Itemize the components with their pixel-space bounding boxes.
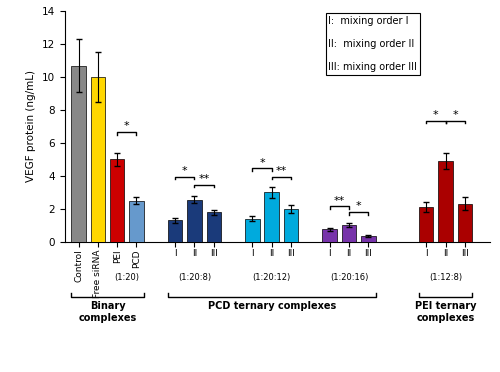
Text: (1:20): (1:20) [114, 273, 140, 282]
Y-axis label: VEGF protein (ng/mL): VEGF protein (ng/mL) [26, 70, 36, 183]
Bar [264, 192, 279, 242]
Bar [110, 160, 124, 242]
Bar [419, 207, 434, 242]
Text: *: * [433, 110, 438, 120]
Text: (1:20:12): (1:20:12) [252, 273, 291, 282]
Bar [245, 219, 260, 242]
Text: *: * [452, 110, 458, 120]
Text: (1:12:8): (1:12:8) [429, 273, 462, 282]
Bar [322, 230, 337, 242]
Bar [187, 200, 202, 242]
Text: *: * [124, 121, 130, 131]
Text: Binary
complexes: Binary complexes [78, 301, 136, 323]
Bar [206, 212, 221, 242]
Text: PCD ternary complexes: PCD ternary complexes [208, 301, 336, 311]
Bar [361, 236, 376, 242]
Text: **: ** [198, 174, 209, 184]
Text: *: * [182, 166, 188, 176]
Text: **: ** [276, 166, 287, 176]
Bar [90, 77, 105, 242]
Bar [342, 225, 356, 242]
Bar [72, 65, 86, 242]
Bar [284, 209, 298, 242]
Bar [458, 204, 472, 242]
Text: *: * [259, 158, 265, 168]
Bar [129, 201, 144, 242]
Bar [438, 161, 453, 242]
Text: (1:20:8): (1:20:8) [178, 273, 211, 282]
Bar [168, 220, 182, 242]
Text: I:  mixing order I

II:  mixing order II

III: mixing order III: I: mixing order I II: mixing order II II… [328, 16, 418, 72]
Text: *: * [356, 201, 362, 211]
Text: **: ** [334, 196, 345, 206]
Text: (1:20:16): (1:20:16) [330, 273, 368, 282]
Text: PEI ternary
complexes: PEI ternary complexes [415, 301, 476, 323]
